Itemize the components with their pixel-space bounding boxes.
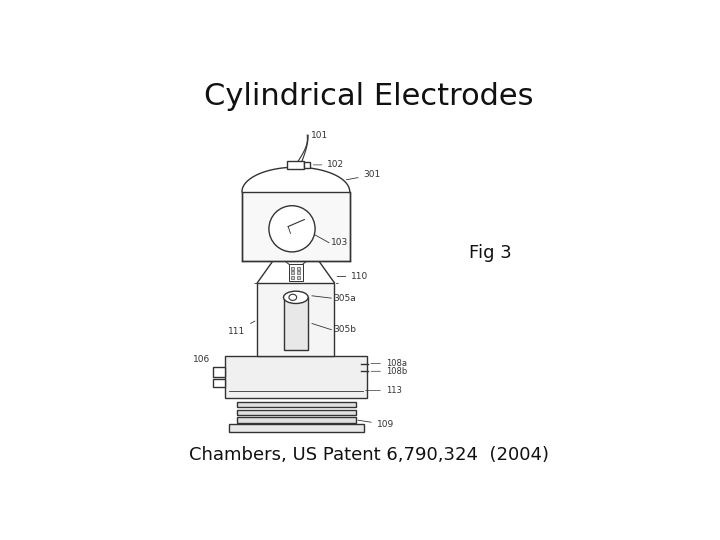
Text: 110: 110	[337, 272, 369, 281]
Bar	[305, 162, 310, 168]
Text: Fig 3: Fig 3	[469, 245, 512, 262]
Bar	[291, 276, 294, 279]
Bar	[297, 271, 300, 274]
Text: 305b: 305b	[333, 325, 356, 334]
Text: Chambers, US Patent 6,790,324  (2004): Chambers, US Patent 6,790,324 (2004)	[189, 446, 549, 464]
Ellipse shape	[284, 291, 308, 303]
Bar	[229, 424, 364, 432]
Bar	[287, 161, 305, 168]
Text: 108a: 108a	[371, 359, 407, 368]
Text: 103: 103	[330, 238, 348, 247]
Text: 102: 102	[313, 160, 345, 170]
Bar	[291, 271, 294, 274]
Bar	[242, 192, 350, 261]
Circle shape	[269, 206, 315, 252]
Bar	[237, 410, 356, 415]
Bar	[225, 356, 367, 398]
Text: 109: 109	[358, 420, 394, 429]
Bar	[291, 267, 294, 269]
Text: Cylindrical Electrodes: Cylindrical Electrodes	[204, 82, 534, 111]
Text: 111: 111	[228, 321, 255, 336]
Text: 301: 301	[346, 171, 381, 180]
Text: 106: 106	[193, 355, 210, 363]
Bar	[237, 402, 356, 408]
Bar	[289, 264, 303, 281]
Bar	[212, 367, 225, 377]
Text: 101: 101	[311, 131, 328, 140]
Text: 113: 113	[366, 386, 402, 395]
Bar	[212, 379, 225, 387]
Ellipse shape	[289, 294, 297, 300]
Text: 305a: 305a	[333, 294, 356, 302]
Bar	[237, 417, 356, 423]
Bar	[284, 298, 308, 350]
Bar	[297, 267, 300, 269]
Text: 108b: 108b	[371, 367, 408, 376]
Bar	[297, 276, 300, 279]
Bar	[257, 283, 334, 356]
